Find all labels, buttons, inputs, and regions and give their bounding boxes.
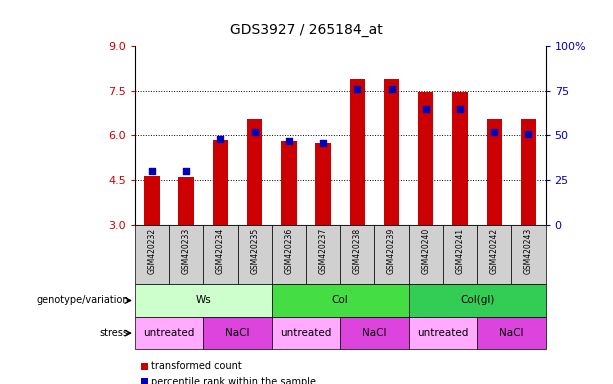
Point (216, 136, 226, 142)
Bar (272, 284, 409, 317)
Text: GSM420237: GSM420237 (319, 228, 327, 274)
Point (318, 139, 328, 146)
Bar (135, 284, 272, 317)
Point (455, 106, 465, 112)
Text: GSM420233: GSM420233 (181, 228, 191, 274)
Text: GSM420235: GSM420235 (250, 228, 259, 274)
Bar (281, 141, 297, 225)
Bar (306, 225, 340, 284)
Text: GSM420243: GSM420243 (524, 228, 533, 274)
Text: stress: stress (100, 328, 129, 338)
Bar (521, 119, 536, 225)
Text: GSM420240: GSM420240 (421, 228, 430, 274)
Point (387, 86, 397, 92)
Text: NaCl: NaCl (226, 328, 249, 338)
Text: Ws: Ws (196, 295, 211, 306)
Bar (409, 317, 477, 349)
Text: GSM420239: GSM420239 (387, 228, 396, 274)
Bar (384, 79, 399, 225)
Bar (349, 79, 365, 225)
Text: untreated: untreated (143, 328, 195, 338)
Text: transformed count: transformed count (151, 361, 242, 371)
Bar (477, 317, 546, 349)
Bar (487, 119, 502, 225)
Bar (340, 225, 375, 284)
Point (524, 131, 533, 137)
Bar (178, 177, 194, 225)
Bar (375, 225, 409, 284)
Text: GSM420236: GSM420236 (284, 228, 294, 274)
Text: Col(gl): Col(gl) (460, 295, 494, 306)
Text: GSM420242: GSM420242 (490, 228, 499, 274)
Bar (452, 92, 468, 225)
Bar (316, 143, 331, 225)
Bar (409, 225, 443, 284)
Text: GSM420241: GSM420241 (455, 228, 465, 274)
Bar (204, 225, 238, 284)
Bar (169, 225, 204, 284)
Bar (213, 140, 228, 225)
Bar (340, 317, 409, 349)
Text: GDS3927 / 265184_at: GDS3927 / 265184_at (230, 23, 383, 37)
Bar (477, 225, 511, 284)
Text: GSM420232: GSM420232 (148, 228, 156, 274)
Point (147, 168, 157, 174)
Bar (238, 225, 272, 284)
Bar (204, 317, 272, 349)
Text: untreated: untreated (417, 328, 468, 338)
Text: percentile rank within the sample: percentile rank within the sample (151, 377, 316, 384)
Bar (135, 225, 169, 284)
Bar (272, 317, 340, 349)
Bar (144, 175, 159, 225)
Bar (418, 92, 433, 225)
Point (421, 106, 431, 112)
Text: GSM420238: GSM420238 (353, 228, 362, 274)
Text: untreated: untreated (280, 328, 332, 338)
Point (284, 137, 294, 144)
Bar (443, 225, 477, 284)
Point (249, 129, 259, 135)
Bar (247, 119, 262, 225)
Text: NaCl: NaCl (362, 328, 387, 338)
Bar (272, 225, 306, 284)
Text: NaCl: NaCl (499, 328, 524, 338)
Text: Col: Col (332, 295, 349, 306)
Bar (511, 225, 546, 284)
Bar (135, 317, 204, 349)
Point (352, 86, 362, 92)
Text: GSM420234: GSM420234 (216, 228, 225, 274)
Point (489, 129, 499, 135)
Bar (409, 284, 546, 317)
Point (181, 168, 191, 174)
Text: genotype/variation: genotype/variation (36, 295, 129, 306)
